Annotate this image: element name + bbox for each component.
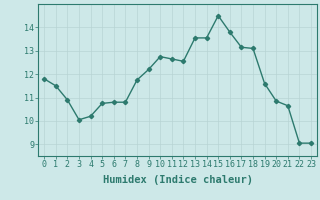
X-axis label: Humidex (Indice chaleur): Humidex (Indice chaleur): [103, 175, 252, 185]
